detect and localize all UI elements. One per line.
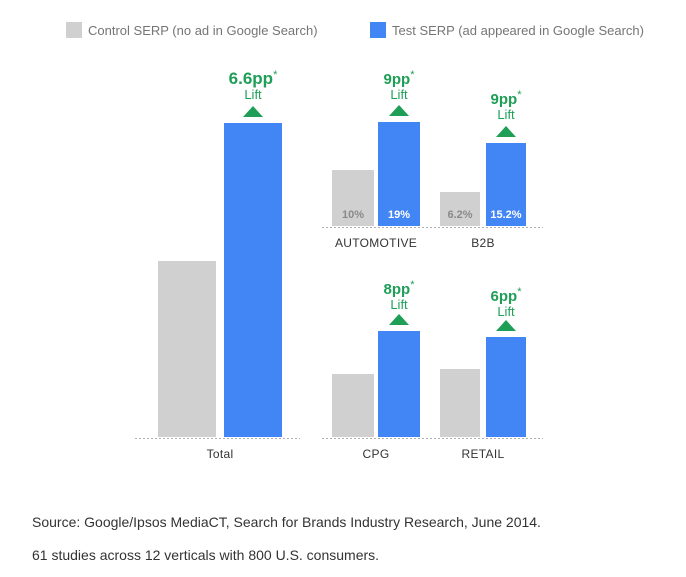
lift-arrow-icon bbox=[389, 105, 409, 116]
studies-note: 61 studies across 12 verticals with 800 … bbox=[32, 547, 380, 563]
lift-label-b2b: Lift bbox=[497, 107, 515, 122]
bar-test-b2b bbox=[486, 143, 526, 226]
panel-b2b: 6.2% 15.2% B2B 9pp*Lift bbox=[440, 89, 526, 250]
bar-test-retail bbox=[486, 337, 526, 437]
lift-value-b2b: 9pp* bbox=[491, 89, 523, 108]
bar-control-b2b bbox=[440, 192, 480, 226]
bar-control-retail bbox=[440, 369, 480, 437]
lift-label-retail: Lift bbox=[497, 304, 515, 319]
lift-arrow-icon bbox=[496, 126, 516, 137]
source-note: Source: Google/Ipsos MediaCT, Search for… bbox=[32, 514, 541, 530]
lift-arrow-icon bbox=[389, 314, 409, 325]
value-label-test-b2b: 15.2% bbox=[490, 209, 521, 221]
lift-arrow-icon bbox=[496, 320, 516, 331]
panel-total: Total 6.6pp*Lift bbox=[158, 69, 282, 461]
bar-control-automotive bbox=[332, 170, 374, 226]
lift-value-cpg: 8pp* bbox=[384, 279, 416, 298]
lift-label-automotive: Lift bbox=[390, 87, 408, 102]
lift-label-total: Lift bbox=[244, 87, 262, 102]
category-label-automotive: AUTOMOTIVE bbox=[335, 236, 417, 250]
legend: Control SERP (no ad in Google Search) Te… bbox=[66, 22, 644, 38]
lift-arrow-icon bbox=[243, 106, 263, 117]
bar-control-cpg bbox=[332, 374, 374, 437]
panel-cpg: CPG 8pp*Lift bbox=[332, 279, 420, 461]
category-label-retail: RETAIL bbox=[462, 447, 505, 461]
category-label-b2b: B2B bbox=[471, 236, 495, 250]
legend-label-test: Test SERP (ad appeared in Google Search) bbox=[392, 23, 644, 38]
value-label-control-automotive: 10% bbox=[342, 209, 364, 221]
panel-automotive: 10% 19% AUTOMOTIVE 9pp*Lift bbox=[332, 69, 420, 250]
legend-swatch-test bbox=[370, 22, 386, 38]
legend-swatch-control bbox=[66, 22, 82, 38]
lift-value-total: 6.6pp* bbox=[229, 69, 278, 88]
bar-test-automotive bbox=[378, 122, 420, 226]
category-label-total: Total bbox=[207, 447, 234, 461]
legend-label-control: Control SERP (no ad in Google Search) bbox=[88, 23, 318, 38]
bar-test-cpg bbox=[378, 331, 420, 437]
panel-retail: RETAIL 6pp*Lift bbox=[440, 286, 526, 461]
lift-label-cpg: Lift bbox=[390, 297, 408, 312]
lift-value-retail: 6pp* bbox=[491, 286, 523, 305]
category-label-cpg: CPG bbox=[363, 447, 390, 461]
value-label-test-automotive: 19% bbox=[388, 209, 410, 221]
lift-value-automotive: 9pp* bbox=[384, 69, 416, 88]
bar-test-total bbox=[224, 123, 282, 437]
bar-control-total bbox=[158, 261, 216, 437]
value-label-control-b2b: 6.2% bbox=[447, 209, 472, 221]
